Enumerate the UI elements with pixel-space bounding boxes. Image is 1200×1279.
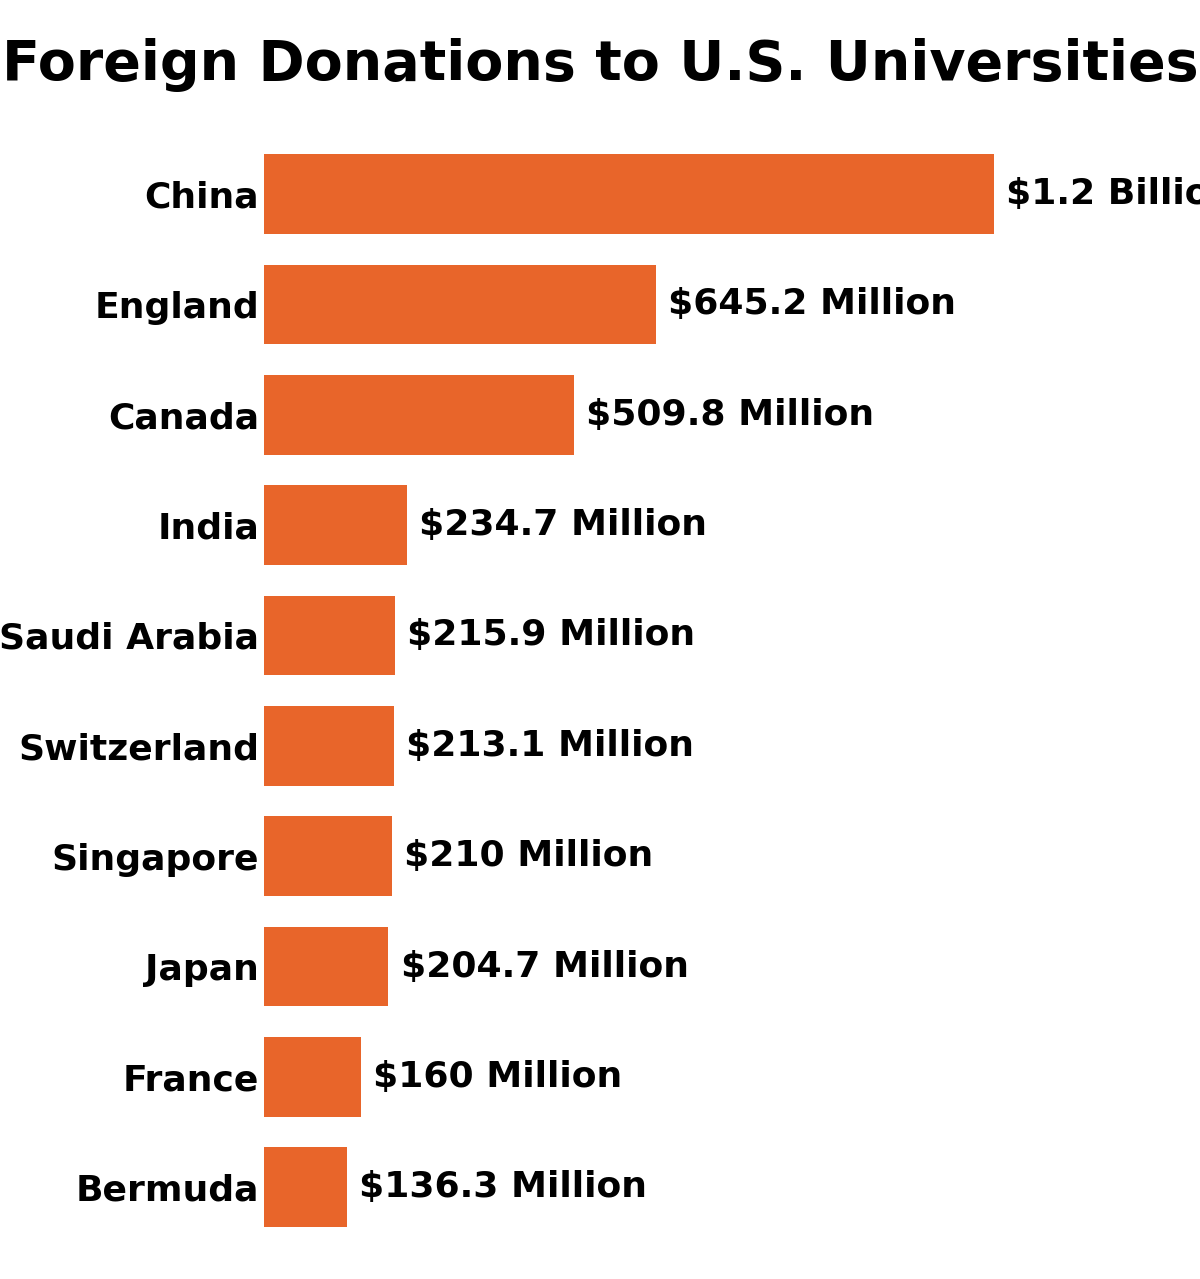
Text: $215.9 Million: $215.9 Million — [408, 619, 696, 652]
Bar — [264, 1147, 347, 1227]
Bar — [264, 486, 407, 565]
Bar — [264, 816, 391, 895]
Text: $1.2 Billion: $1.2 Billion — [1006, 177, 1200, 211]
Text: $160 Million: $160 Million — [373, 1060, 623, 1094]
Text: $645.2 Million: $645.2 Million — [668, 288, 956, 321]
Bar — [264, 375, 574, 454]
Text: $136.3 Million: $136.3 Million — [359, 1170, 647, 1205]
Bar — [264, 155, 994, 234]
Text: Foreign Donations to U.S. Universities: Foreign Donations to U.S. Universities — [1, 38, 1199, 92]
Text: $204.7 Million: $204.7 Million — [401, 949, 689, 984]
Bar — [264, 596, 395, 675]
Text: $234.7 Million: $234.7 Million — [419, 508, 707, 542]
Text: $509.8 Million: $509.8 Million — [586, 398, 875, 432]
Text: $210 Million: $210 Million — [404, 839, 653, 874]
Bar — [264, 1037, 361, 1117]
Bar — [264, 927, 389, 1007]
Text: $213.1 Million: $213.1 Million — [406, 729, 694, 762]
Bar — [264, 706, 394, 785]
Bar — [264, 265, 656, 344]
